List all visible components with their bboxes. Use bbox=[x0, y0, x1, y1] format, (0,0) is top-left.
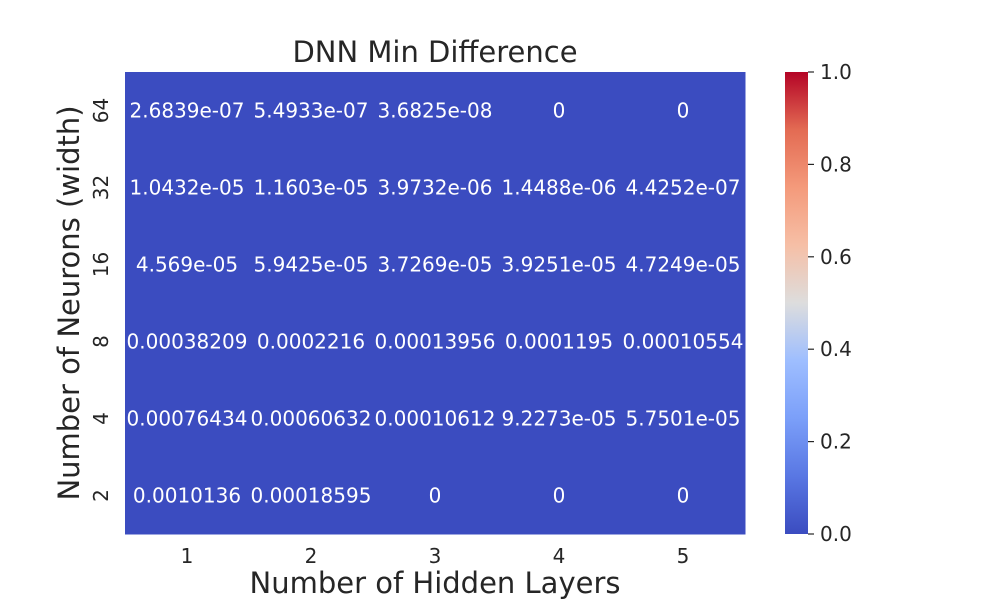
heatmap-cell bbox=[125, 380, 250, 458]
heatmap-cell bbox=[373, 457, 498, 535]
x-axis-ticks: 1 2 3 4 5 bbox=[181, 544, 690, 568]
cell-value-label: 5.9425e-05 bbox=[254, 253, 369, 277]
y-tick-label: 16 bbox=[89, 252, 113, 277]
cell-value-label: 0.0010136 bbox=[133, 484, 241, 508]
cell-value-label: 1.0432e-05 bbox=[130, 176, 245, 200]
heatmap-cell bbox=[249, 226, 374, 304]
heatmap-cell bbox=[497, 149, 622, 227]
colorbar-ticks: 0.0 0.2 0.4 0.6 0.8 1.0 bbox=[808, 60, 852, 546]
cell-value-label: 0.0001195 bbox=[505, 330, 613, 354]
cell-value-label: 1.4488e-06 bbox=[502, 176, 617, 200]
cell-value-label: 1.1603e-05 bbox=[254, 176, 369, 200]
heatmap-cell bbox=[373, 380, 498, 458]
colorbar-tick-label: 0.2 bbox=[820, 430, 852, 454]
heatmap-cell bbox=[373, 72, 498, 150]
x-tick-label: 1 bbox=[181, 544, 194, 568]
colorbar bbox=[785, 72, 808, 534]
cell-value-label: 4.4252e-07 bbox=[626, 176, 741, 200]
cell-value-label: 5.4933e-07 bbox=[254, 99, 369, 123]
cell-value-label: 0 bbox=[677, 484, 690, 508]
heatmap-cell bbox=[249, 303, 374, 381]
cell-value-label: 3.9732e-06 bbox=[378, 176, 493, 200]
heatmap-cell bbox=[125, 72, 250, 150]
colorbar-tick-label: 1.0 bbox=[820, 60, 852, 84]
cell-value-label: 0.00060632 bbox=[251, 407, 372, 431]
heatmap-cell bbox=[497, 457, 622, 535]
x-tick-label: 2 bbox=[305, 544, 318, 568]
cell-value-label: 3.6825e-08 bbox=[378, 99, 493, 123]
x-axis-title: Number of Hidden Layers bbox=[250, 566, 621, 600]
heatmap-cell bbox=[373, 149, 498, 227]
cell-value-label: 0.00038209 bbox=[127, 330, 248, 354]
colorbar-tick-label: 0.0 bbox=[820, 522, 852, 546]
heatmap-cell bbox=[497, 303, 622, 381]
cell-value-label: 0 bbox=[429, 484, 442, 508]
heatmap-cell bbox=[249, 72, 374, 150]
heatmap-cell bbox=[125, 303, 250, 381]
heatmap-cell bbox=[621, 226, 746, 304]
cell-labels: 2.6839e-07 5.4933e-07 3.6825e-08 0 0 1.0432e-… bbox=[127, 99, 744, 508]
x-tick-label: 5 bbox=[677, 544, 690, 568]
y-axis-ticks: 64 32 16 8 4 2 bbox=[89, 98, 113, 502]
cell-value-label: 5.7501e-05 bbox=[626, 407, 741, 431]
heatmap-cell bbox=[249, 380, 374, 458]
heatmap-cell bbox=[621, 380, 746, 458]
cell-value-label: 0 bbox=[553, 99, 566, 123]
heatmap-cell bbox=[125, 457, 250, 535]
x-tick-label: 3 bbox=[429, 544, 442, 568]
cell-value-label: 0.00018595 bbox=[251, 484, 372, 508]
y-tick-label: 8 bbox=[89, 335, 113, 348]
colorbar-tick-label: 0.6 bbox=[820, 245, 852, 269]
heatmap-cell bbox=[373, 226, 498, 304]
heatmap-cell bbox=[621, 457, 746, 535]
cell-value-label: 0.00076434 bbox=[127, 407, 248, 431]
chart-title: DNN Min Difference bbox=[292, 35, 577, 69]
heatmap-cell bbox=[621, 303, 746, 381]
heatmap-cell bbox=[249, 457, 374, 535]
cell-value-label: 3.9251e-05 bbox=[502, 253, 617, 277]
y-tick-label: 32 bbox=[89, 175, 113, 200]
heatmap-cell bbox=[621, 72, 746, 150]
heatmap-cell bbox=[373, 303, 498, 381]
heatmap-cell bbox=[497, 380, 622, 458]
x-tick-label: 4 bbox=[553, 544, 566, 568]
cell-value-label: 3.7269e-05 bbox=[378, 253, 493, 277]
cell-value-label: 4.569e-05 bbox=[136, 253, 238, 277]
cell-value-label: 2.6839e-07 bbox=[130, 99, 245, 123]
colorbar-tick-label: 0.4 bbox=[820, 337, 852, 361]
cell-value-label: 0 bbox=[553, 484, 566, 508]
y-tick-label: 64 bbox=[89, 98, 113, 123]
cell-value-label: 0.00010612 bbox=[375, 407, 496, 431]
cell-value-label: 0.00013956 bbox=[375, 330, 496, 354]
y-tick-label: 4 bbox=[89, 412, 113, 425]
colorbar-tick-label: 0.8 bbox=[820, 152, 852, 176]
cell-value-label: 0.00010554 bbox=[623, 330, 744, 354]
heatmap-cells bbox=[125, 72, 746, 535]
cell-value-label: 0 bbox=[677, 99, 690, 123]
cell-value-label: 9.2273e-05 bbox=[502, 407, 617, 431]
y-tick-label: 2 bbox=[89, 489, 113, 502]
heatmap-cell bbox=[497, 226, 622, 304]
cell-value-label: 0.0002216 bbox=[257, 330, 365, 354]
y-axis-title: Number of Neurons (width) bbox=[52, 105, 86, 500]
heatmap-cell bbox=[125, 149, 250, 227]
cell-value-label: 4.7249e-05 bbox=[626, 253, 741, 277]
heatmap-cell bbox=[621, 149, 746, 227]
heatmap-cell bbox=[125, 226, 250, 304]
heatmap-cell bbox=[249, 149, 374, 227]
heatmap-cell bbox=[497, 72, 622, 150]
